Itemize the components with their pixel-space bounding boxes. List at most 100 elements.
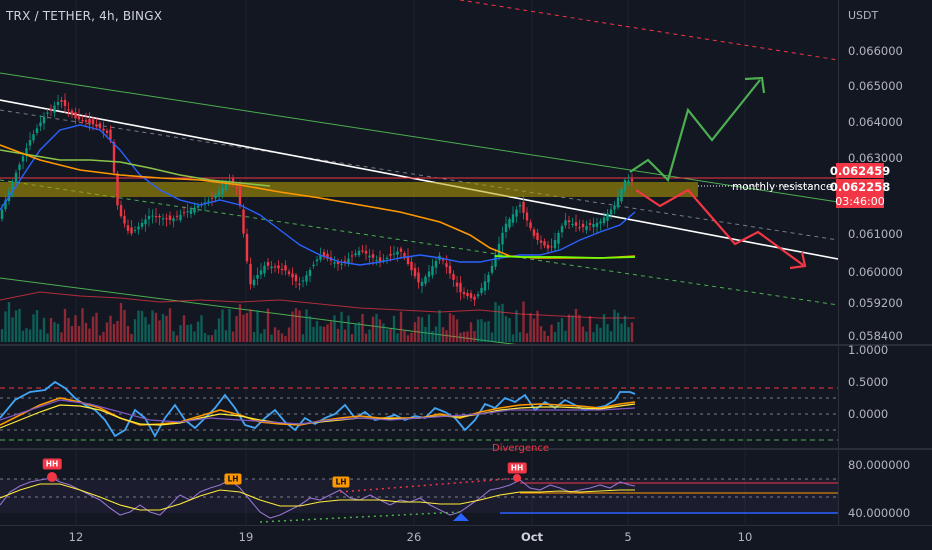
candle-body <box>480 287 483 294</box>
time-tick: 26 <box>406 530 422 544</box>
candle-body <box>42 116 46 124</box>
candle-body <box>574 222 578 226</box>
candle-body <box>207 200 210 202</box>
volume-bar <box>613 309 616 342</box>
ll-up-triangle <box>453 513 469 521</box>
candle-body <box>613 205 616 210</box>
volume-bar <box>98 335 102 342</box>
volume-bar <box>333 315 336 342</box>
volume-bar <box>609 331 613 342</box>
candle-body <box>84 120 88 122</box>
candle-body <box>581 223 585 228</box>
volume-bar <box>203 333 207 342</box>
candle-body <box>53 105 56 113</box>
candle-body <box>95 125 98 127</box>
rsi-yellow-line <box>0 483 635 511</box>
volume-bar <box>567 314 571 342</box>
volume-bar <box>466 331 469 342</box>
price-axis[interactable] <box>838 0 932 525</box>
candle-body <box>88 118 91 124</box>
volume-bar <box>347 315 350 342</box>
volume-bar <box>550 324 553 342</box>
candle-body <box>382 259 385 261</box>
candle-body <box>39 122 42 127</box>
volume-bar <box>410 332 413 342</box>
volume-bar <box>133 319 137 342</box>
candle-body <box>252 279 256 286</box>
pane-separator[interactable] <box>0 448 932 450</box>
candle-body <box>270 266 273 269</box>
volume-bar <box>434 326 438 342</box>
candle-body <box>343 260 347 262</box>
candle-body <box>105 130 109 133</box>
candle-body <box>319 255 322 260</box>
candle-body <box>165 218 168 220</box>
candle-body <box>406 256 410 264</box>
candle-body <box>137 226 140 230</box>
candle-body <box>606 213 609 221</box>
candle-body <box>4 200 7 210</box>
candle-body <box>172 218 175 222</box>
candle-body <box>175 215 179 217</box>
volume-bar <box>420 317 424 342</box>
volume-bar <box>151 310 154 342</box>
price-tick: 0.060000 <box>848 265 903 279</box>
volume-bar <box>140 310 144 342</box>
volume-bar <box>469 322 473 342</box>
candle-body <box>333 262 336 264</box>
osc1-tick: 0.0000 <box>848 407 889 421</box>
candle-body <box>74 112 77 119</box>
volume-bar <box>74 315 77 342</box>
volume-bar <box>602 314 606 342</box>
candle-body <box>256 275 259 279</box>
pane-separator[interactable] <box>0 344 932 346</box>
candle-body <box>25 148 28 156</box>
time-tick: 12 <box>68 530 84 544</box>
volume-bar <box>357 322 361 342</box>
candle-body <box>585 226 588 230</box>
candle-body <box>529 222 532 229</box>
volume-bar <box>123 309 126 342</box>
volume-bar <box>417 316 420 342</box>
volume-bars <box>0 301 634 342</box>
volume-bar <box>112 323 116 342</box>
volume-bar <box>14 310 18 342</box>
candle-body <box>91 119 95 125</box>
volume-bar <box>179 325 182 342</box>
volume-bar <box>266 308 270 342</box>
candle-body <box>420 282 424 286</box>
chart-title: TRX / TETHER, 4h, BINGX <box>6 9 163 23</box>
volume-bar <box>119 302 123 342</box>
volume-bar <box>476 319 480 342</box>
volume-bar <box>81 308 84 342</box>
volume-bar <box>231 331 235 342</box>
volume-bar <box>539 326 543 342</box>
candle-body <box>452 273 455 280</box>
candle-body <box>340 263 343 265</box>
volume-bar <box>627 327 630 342</box>
candle-body <box>466 293 469 296</box>
candle-body <box>287 271 291 274</box>
volume-bar <box>35 310 39 342</box>
oscillator-pane-1 <box>0 380 838 441</box>
candle-body <box>627 180 630 184</box>
volume-bar <box>574 308 578 342</box>
bearish-projection <box>635 188 804 266</box>
volume-bar <box>130 334 133 342</box>
candle-body <box>221 187 224 195</box>
volume-bar <box>249 309 252 342</box>
candle-body <box>49 108 53 110</box>
volume-bar <box>382 323 385 342</box>
ma-medium-line <box>0 149 271 187</box>
candle-body <box>245 233 249 262</box>
price-tick: 0.063000 <box>848 151 903 165</box>
rsi-purple-line <box>0 477 636 519</box>
volume-bar <box>525 333 529 342</box>
volume-bar <box>399 311 403 342</box>
volume-bar <box>18 308 21 342</box>
volume-bar <box>301 334 305 342</box>
time-axis[interactable] <box>0 525 932 550</box>
candle-body <box>224 184 228 190</box>
volume-bar <box>329 321 333 342</box>
